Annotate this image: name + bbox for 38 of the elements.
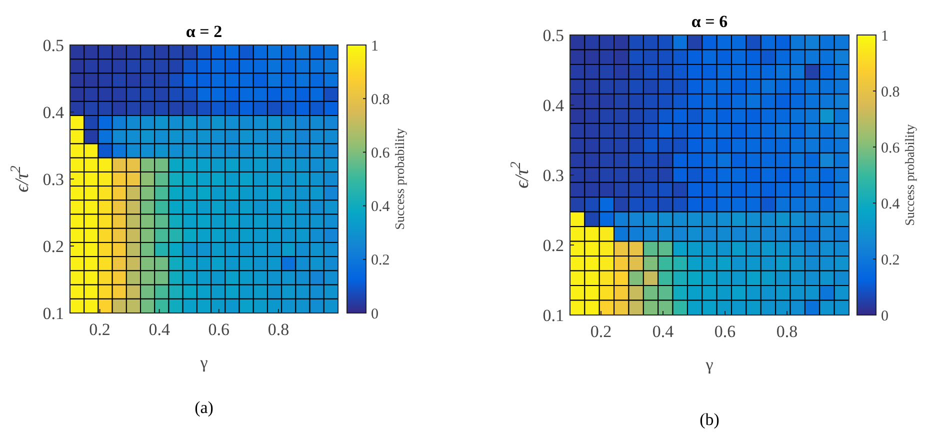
x-axis-title: γ — [704, 355, 714, 374]
text: (b) — [700, 410, 720, 429]
x-axis-title: γ — [199, 353, 208, 372]
y-tick-label: 0.4 — [542, 96, 564, 115]
text: (a) — [194, 398, 214, 417]
y-tick-label: 0.5 — [542, 26, 564, 45]
color-bar-label: 0.6 — [371, 145, 390, 162]
color-bar-label: 1 — [881, 28, 888, 44]
y-tick-label: 0.1 — [542, 306, 564, 325]
color-bar-label: 0.2 — [881, 252, 900, 268]
y-tick-label: 0.4 — [42, 102, 64, 122]
x-tick-label: 0.6 — [714, 322, 736, 341]
color-bar-label: 0.8 — [881, 84, 900, 100]
color-bar-label: 0.4 — [371, 199, 390, 216]
color-bar-title: Success probability — [392, 128, 407, 230]
color-bar-label: 0 — [881, 308, 888, 324]
y-tick-label: 0.5 — [42, 36, 64, 55]
x-tick-label: 0.2 — [590, 322, 612, 341]
x-tick-label: 0.8 — [268, 320, 290, 339]
x-tick-label: 0.4 — [652, 322, 674, 341]
y-tick-label: 0.2 — [542, 236, 564, 255]
color-bar-label: 1 — [371, 38, 378, 54]
x-tick-label: 0.4 — [148, 320, 170, 339]
chart-title: α = 2 — [186, 22, 222, 41]
color-bar-label: 0.6 — [881, 140, 900, 156]
y-tick-label: 0.2 — [42, 236, 64, 256]
chart-title: α = 6 — [691, 12, 728, 31]
x-tick-label: 0.8 — [776, 322, 798, 341]
color-bar-label: 0.2 — [371, 252, 390, 269]
color-bar-label: 0.4 — [881, 196, 900, 212]
x-tick-label: 0.6 — [208, 320, 230, 339]
y-tick-label: 0.3 — [542, 166, 564, 185]
color-bar-label: 0 — [371, 306, 378, 322]
y-tick-label: 0.1 — [42, 304, 64, 323]
y-tick-label: 0.3 — [42, 170, 64, 189]
x-tick-label: 0.2 — [89, 320, 110, 339]
color-bar-label: 0.8 — [371, 92, 390, 108]
color-bar-title: Success probability — [902, 124, 917, 226]
